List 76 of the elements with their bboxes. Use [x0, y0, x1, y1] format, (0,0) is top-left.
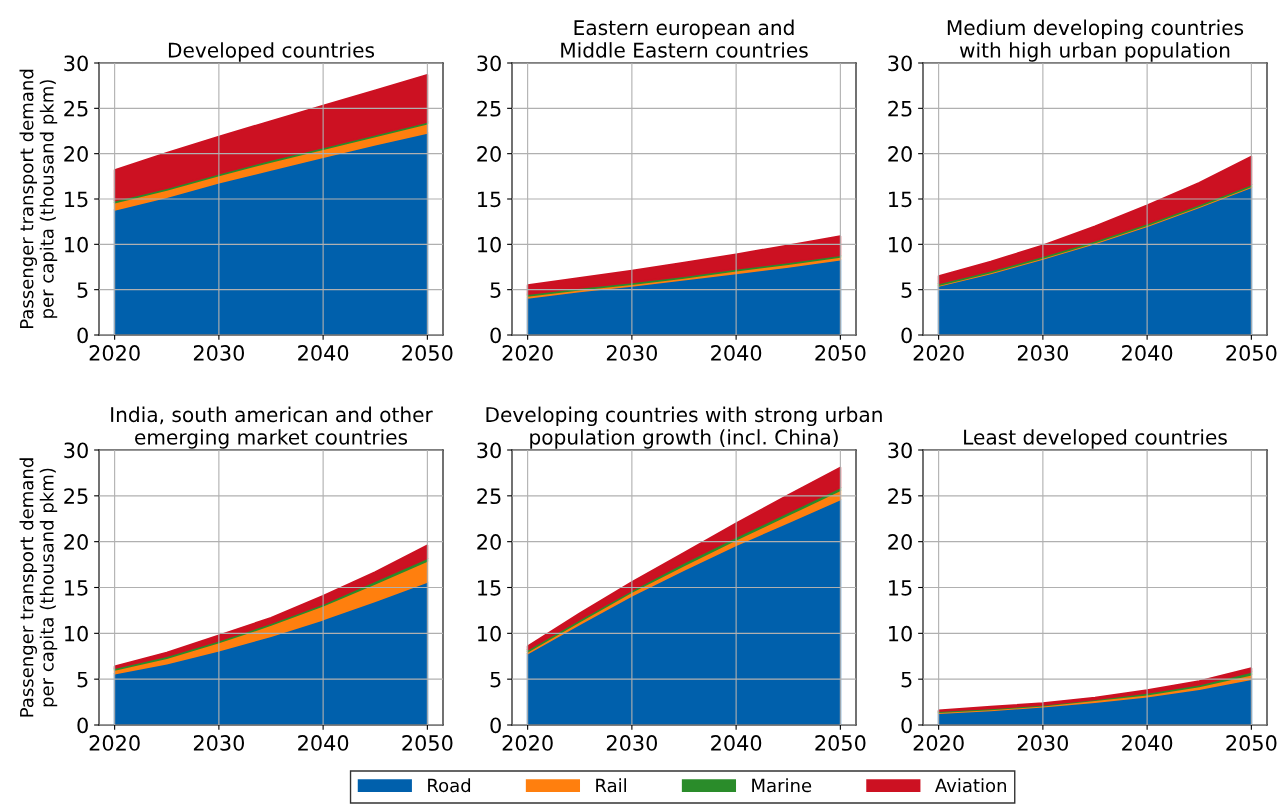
legend-label: Aviation	[935, 778, 1006, 793]
x-tick-label: 2050	[1226, 735, 1277, 751]
y-tick-label: 0	[490, 717, 501, 734]
y-tick-label: 15	[478, 580, 501, 596]
x-tick-label: 2020	[913, 735, 964, 751]
y-tick-label: 30	[888, 55, 912, 72]
y-tick-label: 20	[64, 534, 88, 550]
y-axis-title: Passenger transport demand per capita (thousand pkm)	[19, 69, 58, 328]
x-tick-label: 2030	[193, 345, 244, 361]
x-tick-label: 2050	[815, 345, 866, 361]
y-tick-label: 15	[65, 191, 88, 208]
x-tick-label: 2050	[402, 345, 453, 361]
y-tick-label: 5	[77, 282, 88, 298]
y-tick-label: 10	[65, 236, 88, 253]
x-tick-label: 2030	[193, 735, 244, 751]
x-tick-label: 2020	[89, 345, 140, 361]
y-tick-label: 5	[901, 671, 912, 688]
y-tick-label: 0	[77, 717, 88, 734]
y-tick-label: 0	[490, 327, 501, 344]
chart-title: Least developed countries	[964, 429, 1227, 449]
x-tick-label: 2020	[502, 735, 553, 751]
y-tick-label: 30	[64, 55, 88, 72]
y-tick-label: 0	[901, 327, 912, 344]
y-tick-label: 10	[889, 236, 912, 253]
chart-title: Developed countries	[168, 42, 375, 62]
x-tick-label: 2020	[913, 345, 964, 361]
y-tick-label: 15	[889, 580, 912, 596]
y-tick-label: 20	[888, 534, 912, 550]
y-tick-label: 15	[65, 580, 88, 596]
x-tick-label: 2040	[1122, 735, 1173, 751]
legend-label: Rail	[596, 778, 626, 793]
x-tick-label: 2040	[711, 735, 762, 751]
y-tick-label: 20	[888, 146, 912, 162]
y-tick-label: 5	[490, 282, 501, 298]
y-tick-label: 25	[888, 100, 912, 117]
x-tick-label: 2050	[1226, 345, 1277, 361]
y-tick-label: 25	[888, 488, 912, 505]
y-tick-label: 20	[477, 534, 501, 550]
chart-title: Medium developing countries with high urban population	[947, 19, 1244, 62]
y-tick-label: 25	[477, 488, 501, 505]
x-tick-label: 2030	[1017, 735, 1068, 751]
x-tick-label: 2050	[815, 735, 866, 751]
legend-label: Road	[428, 778, 471, 793]
y-tick-label: 10	[889, 625, 912, 642]
chart-title: India, south american and other emerging market countries	[111, 406, 433, 449]
y-tick-label: 30	[888, 442, 912, 459]
y-tick-label: 10	[478, 236, 501, 253]
y-tick-label: 20	[64, 146, 88, 162]
y-tick-label: 25	[477, 100, 501, 117]
y-tick-label: 25	[64, 488, 88, 505]
y-tick-label: 30	[477, 55, 501, 72]
y-tick-label: 5	[901, 282, 912, 298]
x-tick-label: 2030	[1017, 345, 1068, 361]
x-tick-label: 2030	[606, 345, 657, 361]
x-tick-label: 2030	[606, 735, 657, 751]
x-tick-label: 2050	[402, 735, 453, 751]
y-axis-title: Passenger transport demand per capita (thousand pkm)	[19, 458, 58, 717]
y-tick-label: 15	[889, 191, 912, 208]
x-tick-label: 2020	[89, 735, 140, 751]
legend-label: Marine	[752, 778, 812, 793]
y-tick-label: 10	[65, 625, 88, 642]
x-tick-label: 2040	[711, 345, 762, 361]
y-tick-label: 0	[77, 327, 88, 344]
y-tick-label: 25	[64, 100, 88, 117]
y-tick-label: 20	[477, 146, 501, 162]
x-tick-label: 2040	[1122, 345, 1173, 361]
x-tick-label: 2040	[298, 735, 349, 751]
y-tick-label: 30	[64, 442, 88, 459]
y-tick-label: 5	[490, 671, 501, 688]
chart-title: Eastern european and Middle Eastern countries	[561, 19, 808, 58]
y-tick-label: 0	[901, 717, 912, 734]
x-tick-label: 2020	[502, 345, 553, 361]
y-tick-label: 5	[77, 671, 88, 688]
y-tick-label: 10	[478, 625, 501, 642]
x-tick-label: 2040	[298, 345, 349, 361]
y-tick-label: 15	[478, 191, 501, 208]
